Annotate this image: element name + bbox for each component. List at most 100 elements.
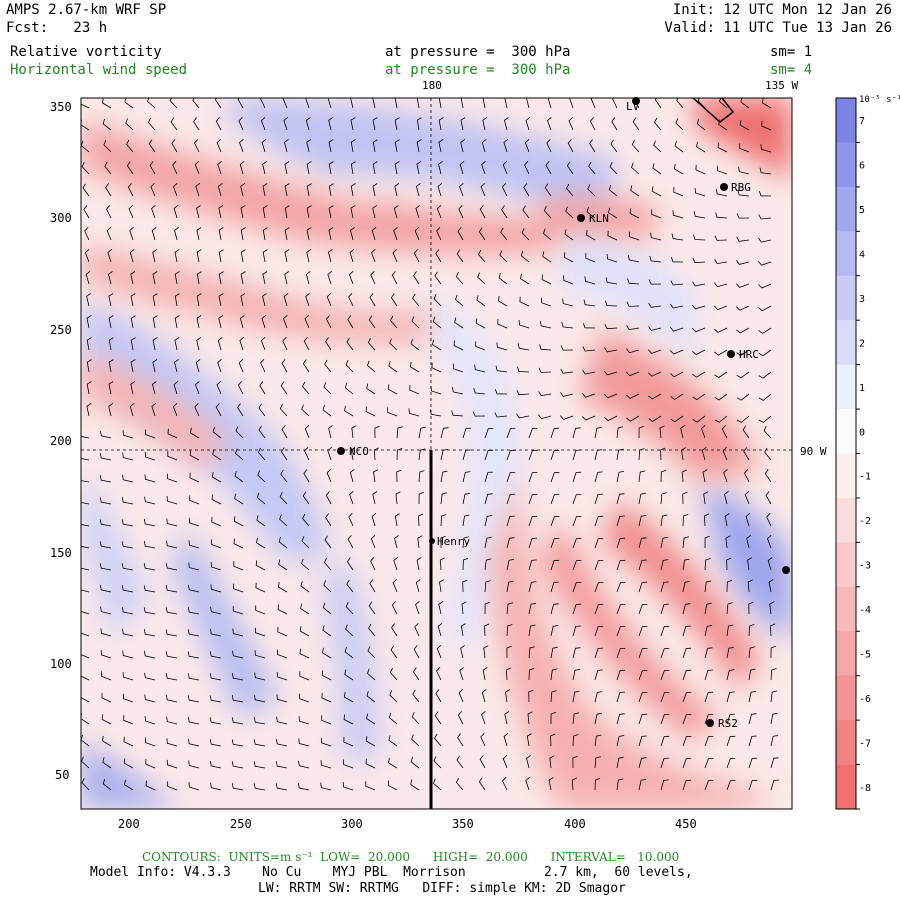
wind-barb [387, 780, 398, 791]
wind-barb [411, 712, 420, 725]
wind-barb [276, 671, 288, 681]
wind-barb [372, 139, 378, 153]
wind-barb [306, 183, 312, 197]
wind-barb [388, 735, 398, 747]
wind-barb [550, 494, 560, 505]
wind-barb [724, 513, 730, 527]
wind-barb [151, 381, 157, 395]
wind-barb [147, 117, 156, 131]
wind-barb [770, 757, 779, 769]
wind-barb [323, 557, 332, 571]
wind-barb [757, 261, 772, 266]
wind-barb [299, 626, 310, 637]
wind-barb [651, 186, 662, 197]
wind-barb [735, 283, 750, 288]
wind-barb [587, 184, 596, 197]
wind-barb [603, 370, 618, 376]
wind-barb [650, 232, 662, 241]
wind-barb [682, 603, 691, 615]
wind-barb [638, 604, 648, 615]
wind-barb [256, 492, 266, 505]
wind-barb [506, 645, 512, 659]
wind-barb [99, 541, 112, 549]
wind-barb [479, 755, 486, 769]
wind-barb [240, 205, 246, 219]
wind-barb [626, 371, 640, 377]
wind-barb [193, 117, 200, 131]
wind-barb [744, 469, 750, 483]
wind-barb [86, 315, 92, 329]
colorbar-swatch [836, 186, 856, 232]
wind-barb [81, 545, 90, 549]
wind-barb [747, 557, 753, 571]
wind-barb [373, 447, 379, 461]
wind-barb [144, 451, 156, 461]
wind-barb [748, 646, 756, 659]
wind-barb [280, 381, 288, 395]
wind-barb [660, 581, 669, 593]
wind-barb [151, 402, 156, 417]
wind-barb [322, 602, 332, 615]
wind-barb [440, 470, 448, 483]
wind-barb [704, 602, 712, 615]
wind-barb [151, 204, 156, 219]
wind-barb [694, 187, 706, 197]
wind-barb [217, 160, 222, 175]
x-tick-label: 250 [230, 817, 252, 831]
wind-barb [736, 236, 750, 242]
wind-barb [240, 249, 246, 263]
wind-barb [394, 117, 400, 131]
colorbar-swatch [836, 631, 856, 677]
wind-barb [394, 535, 399, 549]
wind-barb [693, 211, 706, 219]
wind-barb [218, 205, 224, 219]
wind-barb [145, 759, 156, 769]
wind-barb [528, 472, 538, 483]
wind-barb [367, 668, 376, 681]
wind-barb [370, 271, 376, 285]
wind-barb [148, 139, 156, 153]
wind-barb [344, 669, 354, 681]
wind-barb [736, 260, 750, 265]
wind-barb [616, 669, 626, 681]
wind-barb [276, 716, 288, 725]
wind-barb [82, 183, 90, 197]
wind-barb [758, 283, 772, 289]
wind-barb [101, 714, 112, 725]
wind-barb [167, 428, 178, 439]
wind-barb [284, 271, 290, 285]
wind-barb [758, 393, 772, 401]
x-tick-label: 450 [675, 817, 697, 831]
wind-barb [167, 473, 178, 483]
wind-barb [764, 469, 772, 483]
wind-barb [682, 491, 688, 505]
wind-barb [726, 691, 735, 703]
wind-barb [582, 322, 596, 329]
wind-barb [638, 757, 647, 769]
colorbar-label: 2 [859, 338, 865, 349]
wind-barb [480, 183, 486, 197]
wind-barb [723, 468, 728, 483]
wind-barb [418, 513, 424, 527]
wind-barb [673, 187, 684, 197]
wind-barb [484, 536, 492, 549]
wind-barb [692, 258, 706, 264]
wind-barb [726, 735, 736, 747]
map-frame [80, 97, 793, 810]
wind-barb [327, 249, 333, 263]
wind-barb [372, 183, 378, 197]
wind-barb [439, 557, 445, 571]
wind-barb [594, 712, 602, 725]
wind-barb [100, 430, 112, 439]
y-tick-label: 50 [55, 768, 69, 782]
y-axis-ticks: 350 300 250 200 150 100 50 [50, 100, 72, 782]
wind-barb [210, 561, 222, 571]
wind-barb [233, 538, 244, 549]
wind-barb [528, 668, 535, 681]
wind-barb [306, 249, 312, 263]
wind-barb [343, 759, 354, 769]
wind-barb [108, 315, 114, 329]
wind-barb [232, 628, 244, 637]
wind-barb [416, 117, 422, 131]
wind-barb [736, 415, 750, 423]
